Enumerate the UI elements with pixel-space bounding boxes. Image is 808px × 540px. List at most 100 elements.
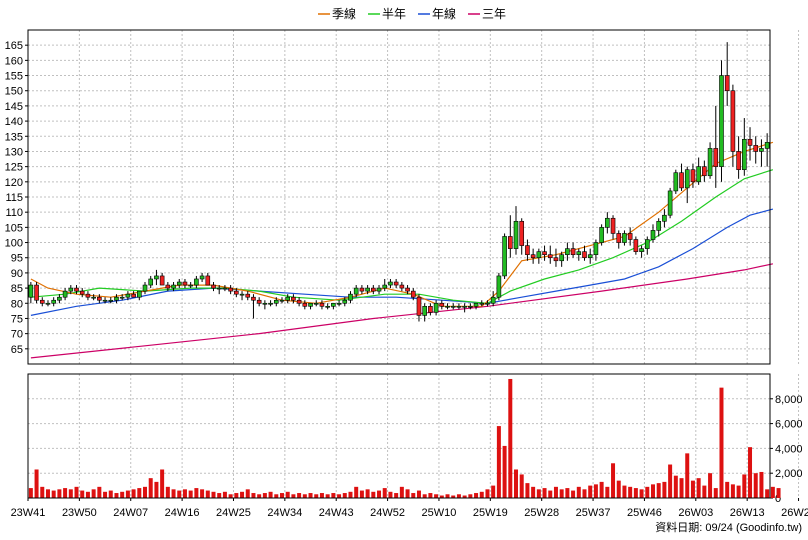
volume-bar: [137, 488, 142, 498]
x-tick-label: 24W25: [216, 507, 251, 519]
volume-bar: [593, 484, 598, 498]
candle-body: [45, 302, 51, 305]
volume-bar: [200, 489, 205, 498]
candle: [176, 278, 182, 289]
candle-body: [353, 287, 359, 295]
candle: [633, 236, 639, 255]
volume-bar: [673, 475, 678, 498]
candle: [273, 297, 279, 307]
candle: [97, 294, 102, 304]
volume-bar: [394, 493, 399, 498]
candle-body: [34, 284, 39, 301]
volume-bar: [194, 488, 199, 498]
candle: [485, 300, 490, 307]
volume-bar: [725, 481, 730, 498]
candle: [679, 163, 684, 191]
volume-bar: [399, 486, 404, 498]
candle-body: [719, 75, 724, 167]
candle-body: [308, 302, 313, 307]
volume-tick-label: 6,000: [775, 419, 803, 431]
candle: [285, 294, 290, 304]
price-panel-frame: [27, 29, 771, 365]
candle: [171, 282, 176, 292]
candle-body: [764, 142, 770, 149]
x-tick-label: 24W16: [165, 507, 200, 519]
price-tick-label: 125: [5, 162, 23, 174]
volume-bar: [456, 494, 461, 498]
candle: [759, 139, 764, 167]
candle-body: [102, 299, 108, 302]
candle: [393, 278, 399, 289]
candle-body: [747, 139, 753, 146]
candle-body: [296, 299, 302, 304]
volume-bar: [177, 490, 182, 498]
volume-bar: [91, 489, 96, 498]
price-tick-label: 155: [5, 71, 23, 83]
volume-bar: [148, 478, 153, 498]
volume-bar: [685, 453, 690, 498]
candle-body: [633, 239, 639, 252]
candle: [627, 227, 633, 246]
candle: [587, 248, 593, 264]
candle: [262, 300, 268, 310]
volume-bar: [143, 486, 148, 498]
candle: [730, 84, 736, 167]
candle: [319, 300, 325, 310]
candle-body: [582, 251, 587, 259]
candle-body: [610, 217, 616, 234]
candle: [216, 285, 222, 295]
volume-bar: [730, 484, 735, 498]
candle-body: [730, 90, 736, 152]
volume-bar: [228, 494, 233, 498]
x-axis: 23W41 23W50 24W07 24W16 24W25 24W34 24W43 24W52…: [11, 498, 808, 519]
candle-body: [125, 293, 131, 298]
candle: [228, 285, 233, 295]
candle-body: [131, 293, 136, 298]
volume-bar: [508, 378, 513, 498]
candle: [256, 297, 262, 307]
candle: [182, 278, 188, 289]
price-tick-label: 70: [11, 329, 23, 341]
candle-body: [205, 275, 211, 286]
volume-bar: [765, 489, 770, 498]
volume-bar: [114, 493, 119, 498]
volume-bar: [240, 491, 245, 498]
volume-bar: [291, 494, 296, 498]
candle-body: [239, 293, 245, 296]
price-tick-label: 95: [11, 253, 23, 265]
volume-bar: [85, 491, 90, 498]
candle-body: [536, 251, 542, 259]
x-tick-label: 26W22: [781, 507, 808, 519]
candle: [234, 288, 239, 298]
volume-bar: [63, 488, 68, 498]
volume-bar: [108, 490, 113, 498]
volume-bar: [274, 494, 279, 498]
candle: [713, 105, 719, 188]
x-tick-label: 25W28: [524, 507, 559, 519]
candle: [108, 297, 114, 304]
candle: [553, 248, 559, 267]
candle: [79, 288, 85, 298]
x-tick-label: 23W41: [11, 507, 46, 519]
candle: [439, 300, 445, 310]
price-tick-label: 160: [5, 55, 23, 67]
x-tick-label: 24W43: [319, 507, 354, 519]
candle: [102, 297, 108, 304]
candle: [302, 300, 308, 310]
candle-body: [388, 281, 393, 286]
volume-bar: [770, 486, 775, 498]
candle-body: [359, 287, 365, 292]
candle-body: [513, 220, 519, 249]
price-tick-label: 115: [5, 192, 23, 204]
candle: [410, 288, 416, 301]
candle: [388, 278, 393, 289]
candle-body: [616, 233, 622, 243]
candle-body: [222, 287, 228, 290]
candle: [450, 303, 456, 310]
candle-body: [576, 251, 582, 255]
candle-body: [176, 281, 182, 286]
candle: [667, 187, 673, 219]
candle: [508, 215, 513, 258]
volume-bar: [650, 484, 655, 498]
